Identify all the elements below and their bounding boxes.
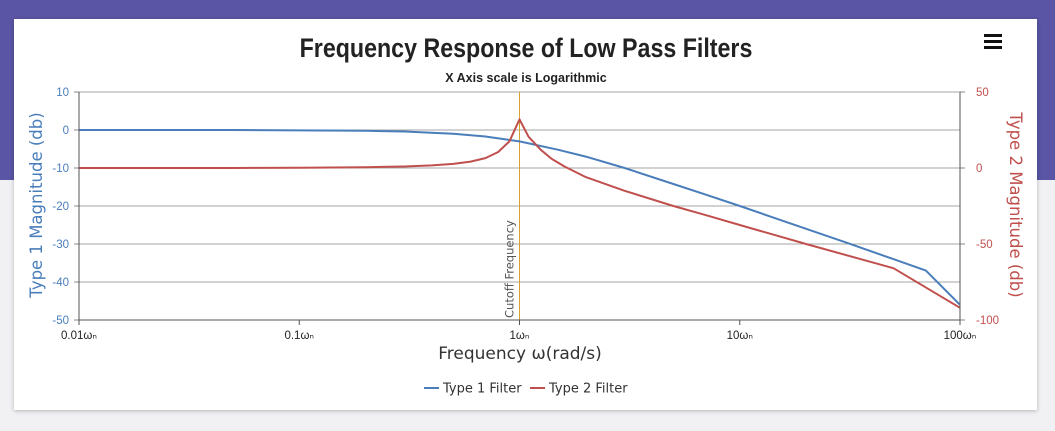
y-right-tick-label: 0 xyxy=(976,163,982,175)
y-left-tick-label: 10 xyxy=(56,87,69,99)
x-tick-label: 100ωₙ xyxy=(944,330,977,342)
x-tick-label: 0.01ωₙ xyxy=(61,330,97,342)
legend: Type 1 Filter Type 2 Filter xyxy=(424,382,628,397)
x-tick-label: 1ωₙ xyxy=(510,330,530,342)
cutoff-label: Cutoff Frequency xyxy=(503,220,517,318)
series-line-type-2-filter xyxy=(79,118,961,309)
y-left-tick-label: -50 xyxy=(52,315,69,327)
legend-item-label[interactable]: Type 1 Filter xyxy=(442,382,522,397)
y-left-tick-label: 0 xyxy=(63,125,69,137)
y-right-tick-label: -50 xyxy=(976,239,993,251)
series-lines xyxy=(79,118,961,309)
y-left-axis-label: Type 1 Magnitude (db) xyxy=(27,112,46,298)
menu-bar xyxy=(984,40,1002,43)
y-right-axis-label: Type 2 Magnitude (db) xyxy=(1006,111,1025,297)
axes: 10 0 -10 -20 -30 -40 -50 50 0 -50 -100 0.01ωₙ 0.1ωₙ 1… xyxy=(52,87,999,342)
y-left-tick-label: -10 xyxy=(52,163,69,175)
y-left-tick-label: -30 xyxy=(52,239,69,251)
chart-subtitle: X Axis scale is Logarithmic xyxy=(445,71,606,85)
menu-bar xyxy=(984,34,1002,37)
series-line-type-1-filter xyxy=(79,129,961,306)
x-tick-label: 0.1ωₙ xyxy=(284,330,314,342)
menu-bar xyxy=(984,46,1002,49)
legend-item-label[interactable]: Type 2 Filter xyxy=(548,382,628,397)
x-axis-label: Frequency ω(rad/s) xyxy=(438,344,602,364)
y-right-tick-label: 50 xyxy=(976,87,989,99)
y-right-tick-label: -100 xyxy=(976,315,999,327)
y-left-tick-label: -20 xyxy=(52,201,69,213)
cutoff-annotation: Cutoff Frequency xyxy=(503,92,520,320)
x-tick-label: 10ωₙ xyxy=(727,330,754,342)
menu-button[interactable] xyxy=(984,34,1002,50)
chart-title: Frequency Response of Low Pass Filters xyxy=(300,33,753,63)
chart-card xyxy=(14,19,1037,410)
y-left-tick-label: -40 xyxy=(52,277,69,289)
